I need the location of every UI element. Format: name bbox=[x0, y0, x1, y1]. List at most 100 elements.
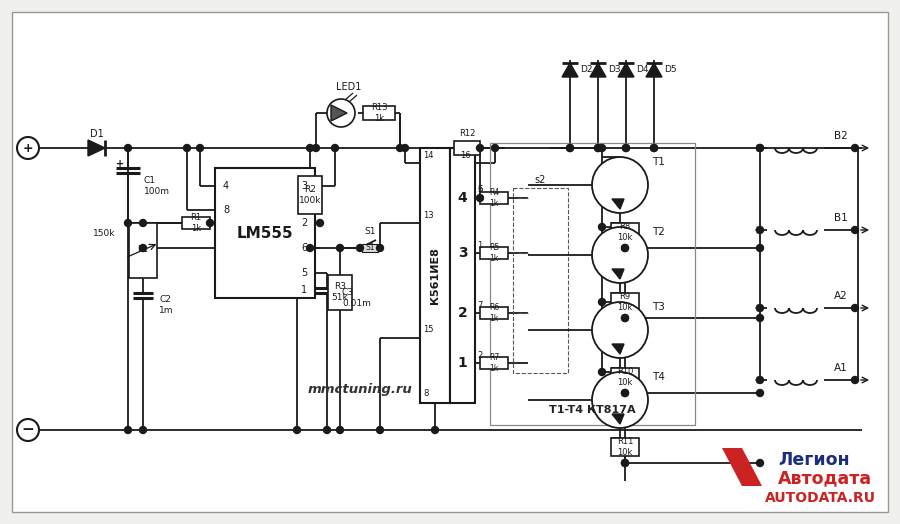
Text: B1: B1 bbox=[834, 213, 848, 223]
Bar bbox=[328, 275, 352, 310]
Circle shape bbox=[757, 226, 763, 234]
Circle shape bbox=[592, 227, 648, 283]
Bar bbox=[513, 188, 568, 373]
Circle shape bbox=[124, 220, 131, 226]
Circle shape bbox=[598, 224, 606, 231]
Text: 3: 3 bbox=[458, 246, 467, 260]
Circle shape bbox=[476, 194, 483, 202]
Text: 8: 8 bbox=[223, 205, 230, 215]
Circle shape bbox=[491, 145, 499, 151]
Text: D5: D5 bbox=[664, 66, 677, 74]
Text: mmctuning.ru: mmctuning.ru bbox=[308, 384, 412, 397]
Polygon shape bbox=[331, 105, 347, 121]
Text: C1
100m: C1 100m bbox=[144, 176, 170, 195]
Text: R3
51k: R3 51k bbox=[331, 282, 348, 302]
Text: +: + bbox=[116, 159, 124, 169]
Circle shape bbox=[622, 314, 628, 322]
Text: 14: 14 bbox=[423, 150, 434, 159]
Circle shape bbox=[124, 427, 131, 433]
Circle shape bbox=[476, 145, 483, 151]
Circle shape bbox=[757, 460, 763, 466]
Circle shape bbox=[401, 145, 409, 151]
Text: 2: 2 bbox=[477, 351, 482, 359]
Text: R7
1k: R7 1k bbox=[489, 353, 500, 373]
Bar bbox=[480, 247, 508, 259]
Circle shape bbox=[397, 145, 403, 151]
Text: R10
10k: R10 10k bbox=[616, 367, 634, 387]
Circle shape bbox=[598, 145, 606, 151]
Circle shape bbox=[598, 299, 606, 305]
Circle shape bbox=[17, 419, 39, 441]
Circle shape bbox=[757, 145, 763, 151]
Circle shape bbox=[851, 145, 859, 151]
Text: T2: T2 bbox=[652, 227, 665, 237]
Text: R2
100k: R2 100k bbox=[299, 185, 321, 205]
Circle shape bbox=[851, 304, 859, 311]
Polygon shape bbox=[618, 63, 634, 77]
Circle shape bbox=[140, 427, 147, 433]
Circle shape bbox=[757, 245, 763, 252]
Text: R6
1k: R6 1k bbox=[489, 303, 500, 323]
Text: R8
10k: R8 10k bbox=[617, 222, 633, 242]
Text: 5: 5 bbox=[477, 185, 482, 194]
Polygon shape bbox=[562, 63, 578, 77]
Bar bbox=[182, 217, 210, 229]
Text: 1: 1 bbox=[477, 241, 482, 249]
Text: R13
1k: R13 1k bbox=[371, 103, 387, 123]
Text: 4: 4 bbox=[457, 191, 467, 205]
Circle shape bbox=[323, 427, 330, 433]
Circle shape bbox=[317, 220, 323, 226]
Text: +: + bbox=[22, 141, 33, 155]
Circle shape bbox=[592, 157, 648, 213]
Bar bbox=[298, 176, 322, 214]
Bar bbox=[490, 143, 695, 425]
Text: D4: D4 bbox=[636, 66, 649, 74]
Circle shape bbox=[622, 460, 628, 466]
Circle shape bbox=[184, 145, 191, 151]
Bar bbox=[611, 438, 639, 456]
Bar bbox=[480, 192, 508, 204]
Text: T4: T4 bbox=[652, 372, 665, 382]
Circle shape bbox=[757, 377, 763, 384]
Text: A2: A2 bbox=[834, 291, 848, 301]
Bar bbox=[362, 244, 378, 252]
Text: 6: 6 bbox=[477, 185, 482, 194]
Text: C2
1m: C2 1m bbox=[159, 296, 174, 315]
Text: К561ИЕ8: К561ИЕ8 bbox=[430, 247, 440, 304]
Text: T1-T4 КТ817А: T1-T4 КТ817А bbox=[549, 405, 635, 415]
Text: A1: A1 bbox=[834, 363, 848, 373]
Text: R12: R12 bbox=[459, 129, 475, 138]
Circle shape bbox=[595, 145, 601, 151]
Text: S1: S1 bbox=[364, 227, 376, 236]
Text: 5: 5 bbox=[301, 268, 307, 278]
Text: R5
1k: R5 1k bbox=[489, 243, 500, 263]
Circle shape bbox=[293, 427, 301, 433]
Circle shape bbox=[307, 145, 313, 151]
Circle shape bbox=[337, 427, 344, 433]
Bar bbox=[611, 223, 639, 241]
Text: 2: 2 bbox=[457, 306, 467, 320]
Text: 1: 1 bbox=[457, 356, 467, 370]
Circle shape bbox=[595, 145, 601, 151]
Polygon shape bbox=[612, 199, 624, 209]
Text: 16: 16 bbox=[461, 150, 471, 159]
Bar bbox=[480, 307, 508, 319]
Circle shape bbox=[757, 314, 763, 322]
Bar bbox=[215, 168, 315, 298]
Circle shape bbox=[622, 245, 628, 252]
Circle shape bbox=[651, 145, 658, 151]
Circle shape bbox=[376, 427, 383, 433]
Text: LM555: LM555 bbox=[237, 225, 293, 241]
Text: R9
10k: R9 10k bbox=[617, 292, 633, 312]
Text: LED1: LED1 bbox=[337, 82, 362, 92]
Text: Автодата: Автодата bbox=[778, 469, 872, 487]
Circle shape bbox=[623, 145, 629, 151]
Circle shape bbox=[124, 145, 131, 151]
Circle shape bbox=[622, 389, 628, 397]
Text: 150k: 150k bbox=[93, 228, 115, 237]
Bar bbox=[420, 148, 450, 403]
Bar bbox=[129, 223, 157, 278]
Bar bbox=[480, 357, 508, 369]
Text: C3
0.01m: C3 0.01m bbox=[342, 288, 371, 308]
Circle shape bbox=[206, 220, 213, 226]
